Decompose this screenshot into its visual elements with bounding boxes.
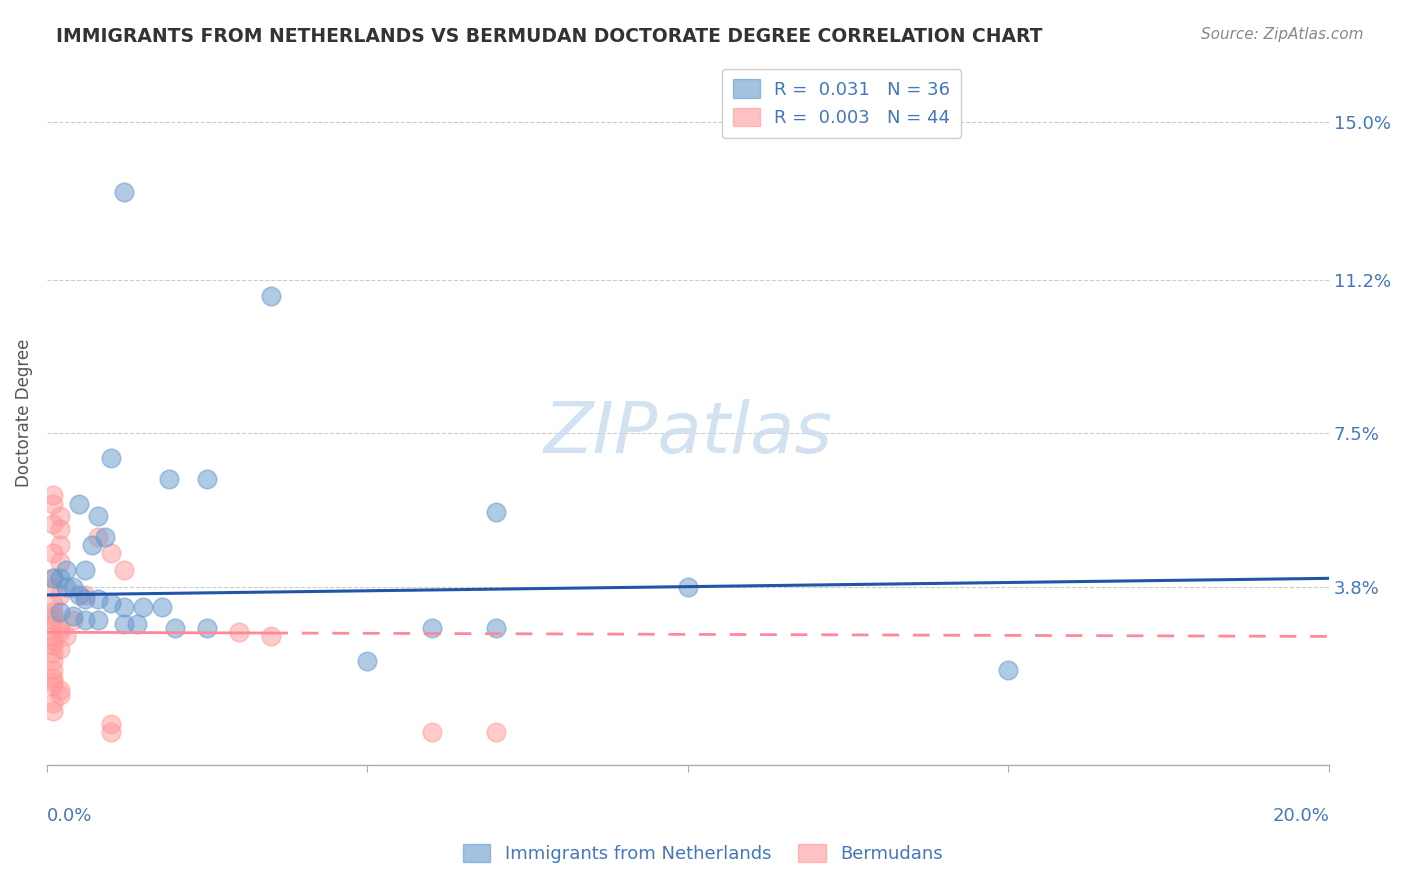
Point [42, 646, 65, 660]
Point [48, 538, 70, 552]
Point [42, 546, 65, 560]
Point [485, 621, 508, 635]
Point [356, 654, 378, 668]
Point [132, 600, 155, 615]
Legend: Immigrants from Netherlands, Bermudans: Immigrants from Netherlands, Bermudans [453, 833, 953, 874]
Point [485, 724, 508, 739]
Point [42, 671, 65, 685]
Point [48, 522, 70, 536]
Point [87, 509, 110, 524]
Point [100, 546, 122, 560]
Point [260, 629, 283, 643]
Point [67, 497, 90, 511]
Point [42, 596, 65, 610]
Point [75, 592, 97, 607]
Point [157, 472, 180, 486]
Point [42, 517, 65, 532]
Point [42, 629, 65, 643]
Point [48, 571, 70, 585]
Point [62, 580, 84, 594]
Legend: R =  0.031   N = 36, R =  0.003   N = 44: R = 0.031 N = 36, R = 0.003 N = 44 [721, 69, 960, 138]
Point [87, 592, 110, 607]
Point [42, 497, 65, 511]
Point [165, 621, 187, 635]
Point [42, 663, 65, 677]
Point [42, 704, 65, 718]
Text: 20.0%: 20.0% [1272, 806, 1329, 824]
Point [62, 613, 84, 627]
Point [42, 654, 65, 668]
Point [42, 605, 65, 619]
Point [75, 613, 97, 627]
Y-axis label: Doctorate Degree: Doctorate Degree [15, 338, 32, 486]
Point [48, 683, 70, 698]
Point [62, 608, 84, 623]
Point [93, 530, 115, 544]
Point [48, 688, 70, 702]
Text: IMMIGRANTS FROM NETHERLANDS VS BERMUDAN DOCTORATE DEGREE CORRELATION CHART: IMMIGRANTS FROM NETHERLANDS VS BERMUDAN … [56, 27, 1043, 45]
Point [100, 724, 122, 739]
Point [100, 716, 122, 731]
Point [112, 617, 135, 632]
Point [55, 629, 77, 643]
Text: ZIPatlas: ZIPatlas [544, 399, 832, 468]
Point [55, 563, 77, 577]
Point [260, 289, 283, 303]
Point [112, 186, 135, 200]
Point [87, 530, 110, 544]
Point [87, 613, 110, 627]
Point [100, 596, 122, 610]
Point [42, 608, 65, 623]
Point [75, 588, 97, 602]
Point [48, 588, 70, 602]
Point [112, 600, 135, 615]
Point [42, 571, 65, 585]
Point [42, 571, 65, 585]
Point [42, 675, 65, 690]
Point [676, 580, 699, 594]
Point [42, 679, 65, 693]
Text: 0.0%: 0.0% [46, 806, 93, 824]
Point [42, 696, 65, 710]
Point [67, 588, 90, 602]
Point [42, 633, 65, 648]
Point [228, 625, 250, 640]
Point [420, 621, 443, 635]
Point [42, 638, 65, 652]
Point [48, 555, 70, 569]
Point [420, 724, 443, 739]
Point [75, 563, 97, 577]
Point [48, 625, 70, 640]
Point [42, 488, 65, 502]
Point [48, 605, 70, 619]
Point [48, 509, 70, 524]
Point [125, 617, 148, 632]
Point [42, 613, 65, 627]
Point [150, 600, 173, 615]
Point [195, 621, 218, 635]
Point [42, 580, 65, 594]
Point [997, 663, 1019, 677]
Point [485, 505, 508, 519]
Point [42, 617, 65, 632]
Point [48, 621, 70, 635]
Point [112, 563, 135, 577]
Text: Source: ZipAtlas.com: Source: ZipAtlas.com [1201, 27, 1364, 42]
Point [48, 641, 70, 656]
Point [195, 472, 218, 486]
Point [80, 538, 103, 552]
Point [55, 580, 77, 594]
Point [100, 450, 122, 465]
